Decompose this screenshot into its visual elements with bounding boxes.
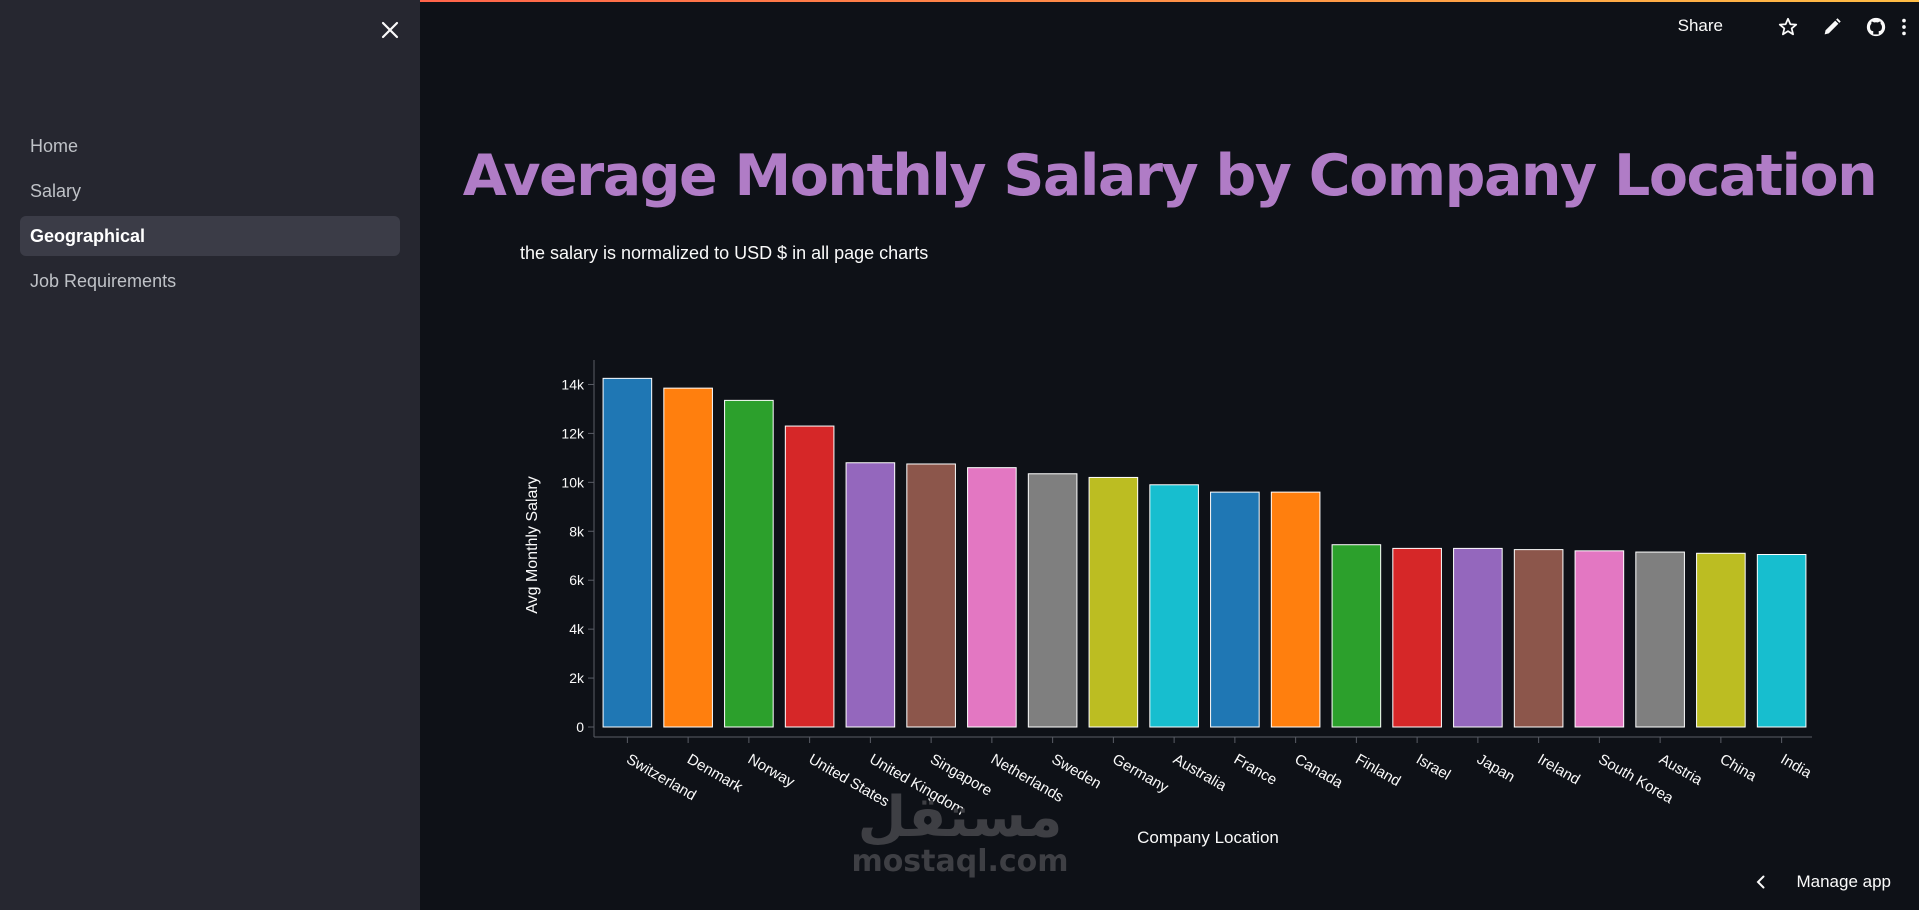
- bar-canada[interactable]: [1270, 491, 1321, 728]
- watermark-arabic-text: مستقل: [857, 785, 1063, 850]
- y-axis-ticks: 0 2k 4k 6k 8k 10k 12k 14k: [561, 376, 594, 735]
- y-tick-label: 6k: [569, 572, 585, 588]
- x-axis-label: Company Location: [1137, 828, 1279, 847]
- bars-group: [602, 377, 1807, 728]
- close-sidebar-button[interactable]: [378, 18, 402, 42]
- x-tick-label: Ireland: [1535, 751, 1583, 789]
- bar-india[interactable]: [1756, 554, 1807, 728]
- bar-china[interactable]: [1696, 552, 1746, 728]
- bar-france[interactable]: [1210, 491, 1260, 728]
- x-tick-label: Israel: [1413, 751, 1453, 784]
- x-tick-label: France: [1231, 751, 1280, 789]
- bar-germany[interactable]: [1088, 476, 1139, 728]
- bar-denmark[interactable]: [663, 387, 713, 728]
- y-tick-label: 8k: [569, 523, 585, 539]
- y-axis-label: Avg Monthly Salary: [524, 476, 541, 614]
- y-tick-label: 2k: [569, 670, 585, 686]
- bar-switzerland[interactable]: [602, 377, 653, 728]
- bar-united-states[interactable]: [784, 425, 835, 728]
- bar-united-kingdom[interactable]: [845, 462, 896, 728]
- bar-netherlands[interactable]: [967, 467, 1017, 728]
- sidebar-item-home[interactable]: Home: [30, 136, 79, 156]
- bar-ireland[interactable]: [1513, 549, 1564, 728]
- sidebar-nav: Home Salary Geographical Job Requirement…: [20, 126, 400, 306]
- y-tick-label: 0: [576, 719, 584, 735]
- bar-singapore[interactable]: [906, 463, 956, 728]
- sidebar-item-geographical[interactable]: Geographical: [20, 216, 400, 256]
- x-tick-label: Austria: [1656, 751, 1705, 789]
- y-tick-label: 4k: [569, 621, 585, 637]
- x-tick-label: India: [1778, 751, 1815, 782]
- bar-south-korea[interactable]: [1574, 550, 1625, 728]
- x-tick-label: China: [1717, 751, 1760, 786]
- close-icon: [381, 21, 399, 39]
- bar-austria[interactable]: [1635, 551, 1685, 728]
- app-top-accent-line: [0, 0, 1919, 2]
- watermark-latin-text: mostaql.com: [851, 844, 1069, 879]
- page-title: Average Monthly Salary by Company Locati…: [462, 143, 1878, 209]
- star-icon[interactable]: [1777, 16, 1799, 38]
- x-tick-label: Finland: [1352, 751, 1403, 790]
- bar-norway[interactable]: [724, 399, 774, 728]
- bar-australia[interactable]: [1149, 484, 1199, 728]
- edit-pencil-icon[interactable]: [1821, 16, 1843, 38]
- sidebar-item-job-requirements[interactable]: Job Requirements: [30, 271, 177, 291]
- sidebar-item-salary[interactable]: Salary: [30, 181, 82, 201]
- bar-israel[interactable]: [1392, 547, 1442, 728]
- x-tick-label: Germany: [1109, 751, 1171, 797]
- chevron-left-icon[interactable]: [1753, 874, 1769, 890]
- page-subtitle: the salary is normalized to USD $ in all…: [520, 243, 929, 263]
- bar-sweden[interactable]: [1027, 473, 1078, 728]
- x-tick-label: Norway: [745, 751, 798, 791]
- y-tick-label: 14k: [561, 376, 585, 392]
- y-tick-label: 12k: [561, 425, 585, 441]
- x-tick-label: Canada: [1292, 751, 1347, 792]
- github-icon[interactable]: [1865, 16, 1887, 38]
- watermark-logo: مستقل mostaql.com: [840, 790, 1080, 878]
- manage-app-button[interactable]: Manage app: [1796, 872, 1891, 891]
- share-button[interactable]: Share: [1677, 16, 1723, 35]
- y-tick-label: 10k: [561, 474, 585, 490]
- x-tick-label: Australia: [1170, 751, 1230, 795]
- bar-finland[interactable]: [1331, 544, 1382, 728]
- more-vertical-icon[interactable]: [1893, 16, 1915, 38]
- bar-japan[interactable]: [1453, 547, 1503, 728]
- sidebar: Home Salary Geographical Job Requirement…: [0, 0, 420, 910]
- x-tick-label: Japan: [1474, 751, 1518, 786]
